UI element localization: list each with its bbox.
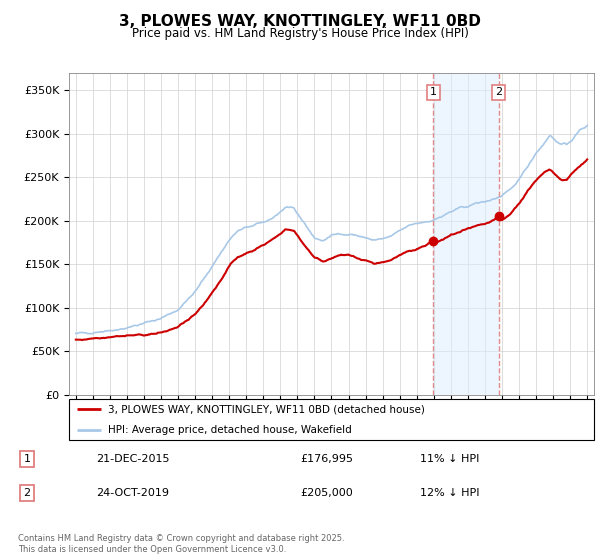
Text: £176,995: £176,995 xyxy=(300,454,353,464)
Text: 12% ↓ HPI: 12% ↓ HPI xyxy=(420,488,479,498)
Text: 3, PLOWES WAY, KNOTTINGLEY, WF11 0BD: 3, PLOWES WAY, KNOTTINGLEY, WF11 0BD xyxy=(119,14,481,29)
Text: 24-OCT-2019: 24-OCT-2019 xyxy=(96,488,169,498)
Text: HPI: Average price, detached house, Wakefield: HPI: Average price, detached house, Wake… xyxy=(109,424,352,435)
Text: Price paid vs. HM Land Registry's House Price Index (HPI): Price paid vs. HM Land Registry's House … xyxy=(131,27,469,40)
Text: 21-DEC-2015: 21-DEC-2015 xyxy=(96,454,170,464)
Bar xyxy=(433,73,499,395)
FancyBboxPatch shape xyxy=(69,399,594,440)
Text: 3, PLOWES WAY, KNOTTINGLEY, WF11 0BD (detached house): 3, PLOWES WAY, KNOTTINGLEY, WF11 0BD (de… xyxy=(109,404,425,414)
Text: £205,000: £205,000 xyxy=(300,488,353,498)
Text: 2: 2 xyxy=(495,87,502,97)
Text: 2: 2 xyxy=(23,488,31,498)
Text: 1: 1 xyxy=(430,87,437,97)
Text: 1: 1 xyxy=(23,454,31,464)
Text: 11% ↓ HPI: 11% ↓ HPI xyxy=(420,454,479,464)
Text: Contains HM Land Registry data © Crown copyright and database right 2025.
This d: Contains HM Land Registry data © Crown c… xyxy=(18,534,344,554)
